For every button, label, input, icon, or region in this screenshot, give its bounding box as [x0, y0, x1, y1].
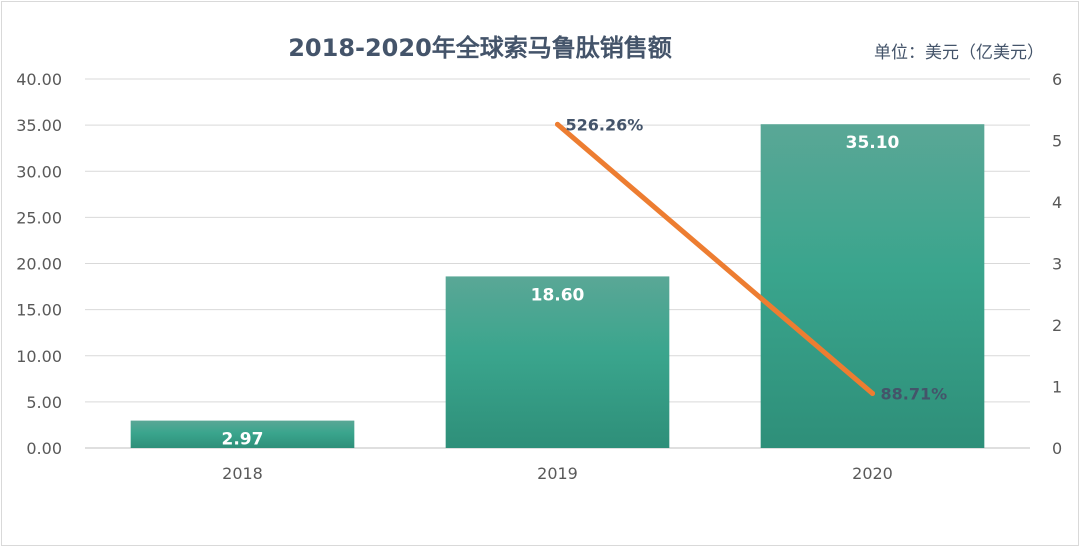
right-axis: 0 1 2 3 4 5 6	[1052, 70, 1062, 458]
left-tick-label: 20.00	[16, 255, 62, 274]
growth-value-label: 88.71%	[881, 384, 948, 403]
right-tick-label: 0	[1052, 439, 1062, 458]
left-tick-label: 15.00	[16, 301, 62, 320]
left-tick-label: 0.00	[26, 439, 62, 458]
right-tick-label: 6	[1052, 70, 1062, 89]
unit-label: 单位：美元（亿美元）	[874, 43, 1044, 63]
growth-line-path	[555, 121, 875, 396]
right-tick-label: 1	[1052, 378, 1062, 397]
x-tick-label: 2020	[852, 464, 893, 483]
left-axis: 0.00 5.00 10.00 15.00 20.00 25.00 30.00 35.00 40…	[16, 70, 62, 458]
left-tick-label: 10.00	[16, 347, 62, 366]
bar	[445, 276, 670, 448]
left-tick-label: 5.00	[26, 393, 62, 412]
right-tick-label: 3	[1052, 255, 1062, 274]
growth-value-label: 526.26%	[566, 115, 644, 134]
growth-line: 526.26% 88.71%	[555, 115, 947, 403]
x-axis: 2018 2019 2020	[222, 464, 893, 483]
x-tick-label: 2018	[222, 464, 263, 483]
bar	[130, 420, 355, 448]
right-tick-label: 4	[1052, 193, 1062, 212]
bar-value-label: 35.10	[846, 133, 900, 153]
bars: 2.97 18.60 35.10	[130, 124, 985, 450]
bar-value-label: 18.60	[531, 285, 585, 305]
growth-point	[870, 390, 875, 396]
left-tick-label: 35.00	[16, 116, 62, 135]
left-tick-label: 25.00	[16, 208, 62, 227]
bar	[760, 124, 985, 448]
chart-title: 2018-2020年全球索马鲁肽销售额	[288, 34, 672, 62]
left-tick-label: 30.00	[16, 162, 62, 181]
left-tick-label: 40.00	[16, 70, 62, 89]
right-tick-label: 5	[1052, 132, 1062, 151]
right-tick-label: 2	[1052, 316, 1062, 335]
growth-point	[555, 121, 560, 127]
x-tick-label: 2019	[537, 464, 578, 483]
bar-value-label: 2.97	[222, 430, 264, 450]
